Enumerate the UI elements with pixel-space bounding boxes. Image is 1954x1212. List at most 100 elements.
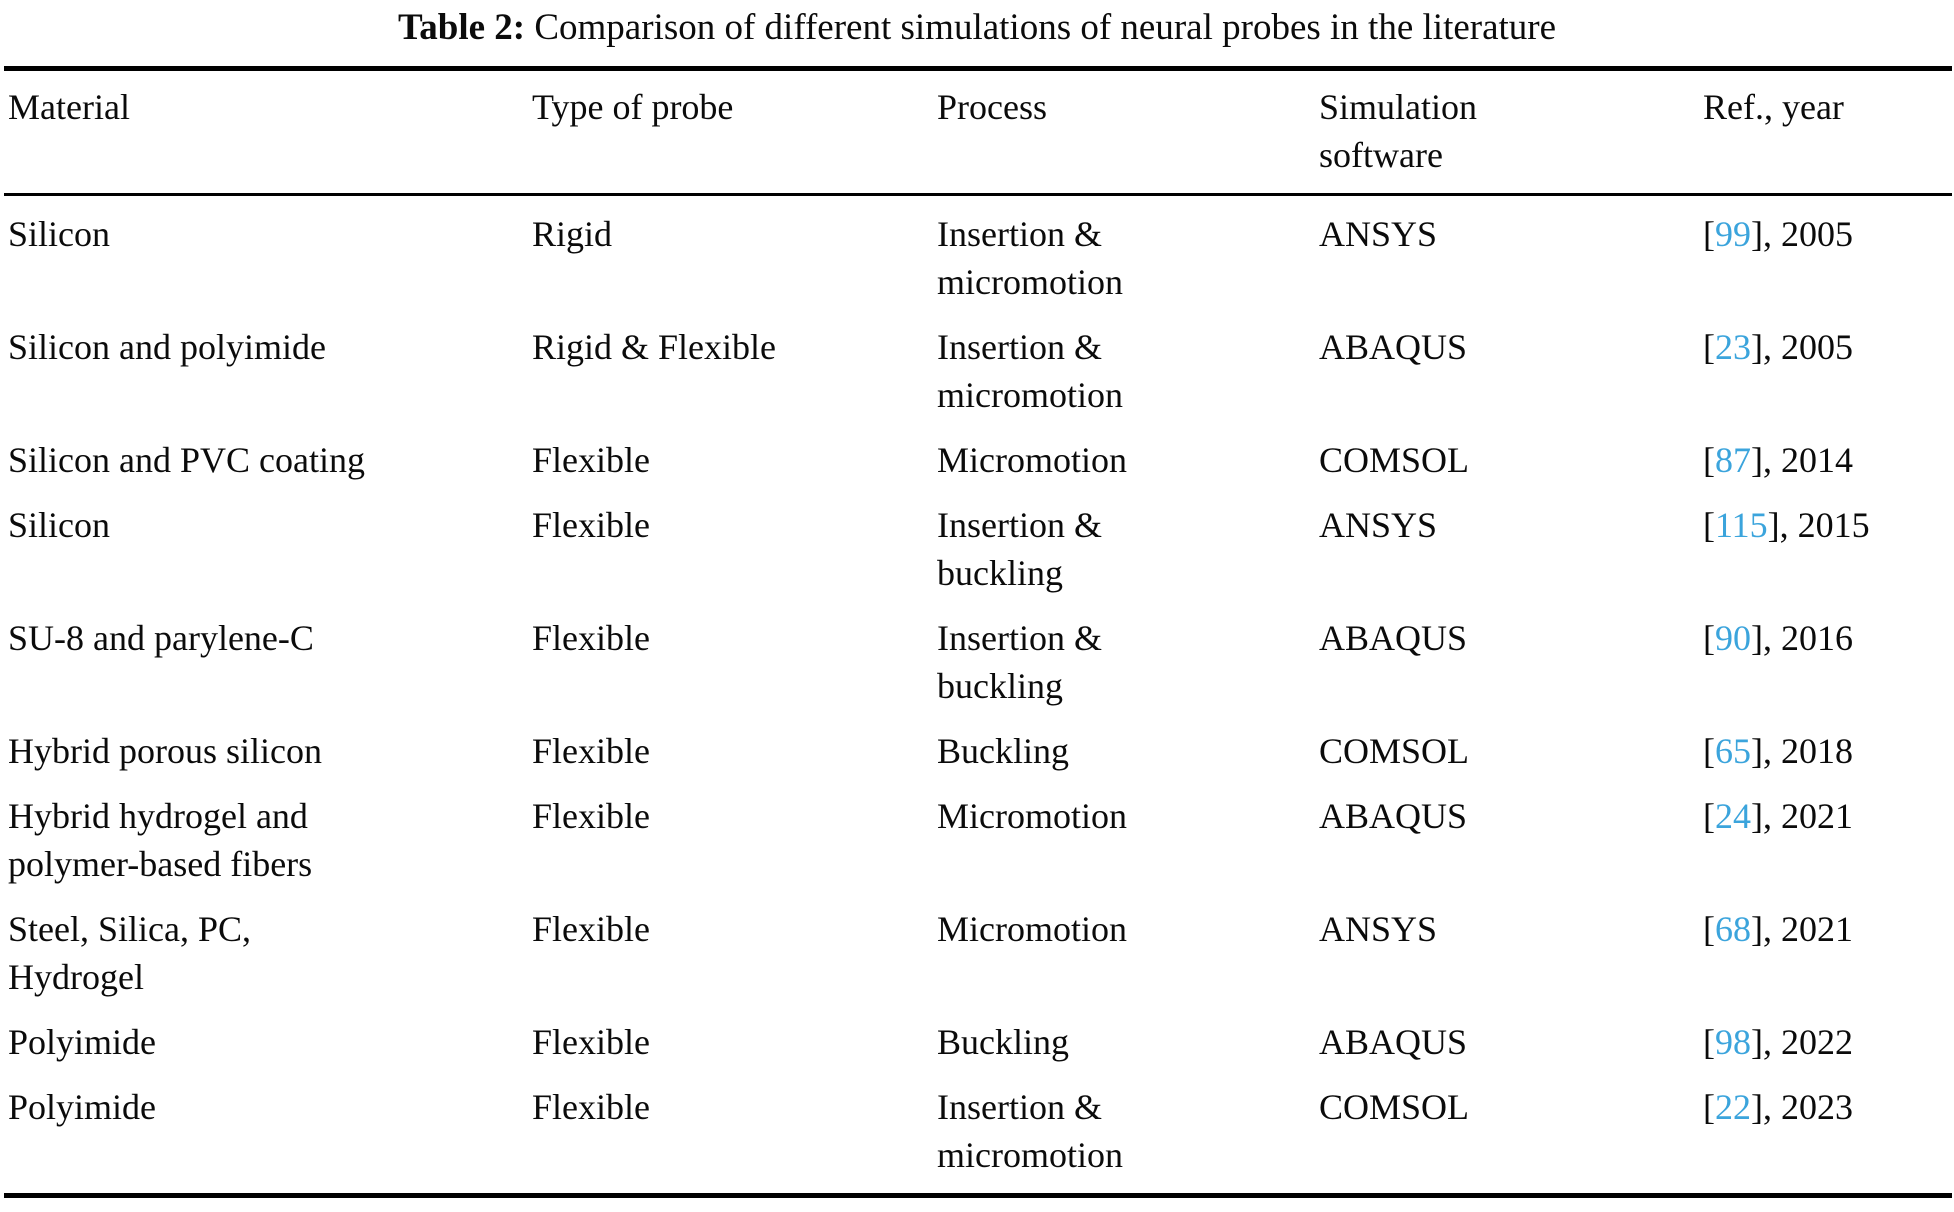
ref-close-bracket: ], [1767,505,1798,545]
ref-open-bracket: [ [1703,440,1715,480]
col-header-ref-year: Ref., year [1699,68,1952,196]
cell-ref-year: [98], 2022 [1699,1010,1952,1075]
cell-material: Hybrid hydrogel and polymer-based fibers [8,796,313,884]
cell-type-of-probe: Flexible [532,505,650,545]
table-row: Steel, Silica, PC, Hydrogel Flexible Mic… [4,897,1952,1010]
cell-ref-year: [99], 2005 [1699,195,1952,316]
ref-open-bracket: [ [1703,1022,1715,1062]
ref-open-bracket: [ [1703,327,1715,367]
cell-process: Insertion & buckling [937,618,1102,706]
cell-process: Micromotion [937,440,1127,480]
ref-citation-link[interactable]: 65 [1715,731,1751,771]
ref-year: 2005 [1781,214,1853,254]
ref-citation-link[interactable]: 23 [1715,327,1751,367]
cell-ref-year: [115], 2015 [1699,493,1952,606]
cell-ref-year: [23], 2005 [1699,315,1952,428]
ref-citation-link[interactable]: 115 [1715,505,1768,545]
ref-close-bracket: ], [1751,618,1781,658]
ref-year: 2021 [1781,796,1853,836]
cell-process: Buckling [937,1022,1069,1062]
cell-ref-year: [65], 2018 [1699,719,1952,784]
table-row: Silicon Flexible Insertion & buckling AN… [4,493,1952,606]
cell-simulation-software: COMSOL [1319,1087,1470,1127]
cell-type-of-probe: Flexible [532,796,650,836]
ref-open-bracket: [ [1703,796,1715,836]
cell-process: Insertion & micromotion [937,214,1123,302]
cell-material: Silicon [8,505,111,545]
ref-close-bracket: ], [1751,731,1781,771]
cell-material: Silicon and polyimide [8,327,326,367]
ref-year: 2023 [1781,1087,1853,1127]
cell-material: Silicon [8,214,111,254]
cell-material: Hybrid porous silicon [8,731,322,771]
table-caption: Table 2: Comparison of different simulat… [0,4,1954,52]
cell-material: Polyimide [8,1087,157,1127]
ref-close-bracket: ], [1751,796,1781,836]
col-header-process: Process [933,68,1315,196]
ref-open-bracket: [ [1703,1087,1715,1127]
table-row: Hybrid porous silicon Flexible Buckling … [4,719,1952,784]
cell-ref-year: [87], 2014 [1699,428,1952,493]
cell-ref-year: [22], 2023 [1699,1075,1952,1196]
header-row: Material Type of probe Process Simulatio… [4,68,1952,196]
ref-year: 2021 [1781,909,1853,949]
cell-simulation-software: ABAQUS [1319,618,1468,658]
col-header-simulation-software: Simulation software [1315,68,1699,196]
cell-simulation-software: ABAQUS [1319,327,1468,367]
ref-open-bracket: [ [1703,505,1715,545]
cell-type-of-probe: Flexible [532,731,650,771]
ref-close-bracket: ], [1751,440,1781,480]
table-row: SU-8 and parylene-C Flexible Insertion &… [4,606,1952,719]
col-header-material: Material [4,68,528,196]
table-row: Polyimide Flexible Insertion & micromoti… [4,1075,1952,1196]
table-row: Silicon Rigid Insertion & micromotion AN… [4,195,1952,316]
ref-citation-link[interactable]: 99 [1715,214,1751,254]
ref-citation-link[interactable]: 22 [1715,1087,1751,1127]
cell-material: Polyimide [8,1022,157,1062]
cell-simulation-software: ABAQUS [1319,1022,1468,1062]
cell-process: Insertion & micromotion [937,327,1123,415]
cell-simulation-software: ANSYS [1319,505,1438,545]
ref-close-bracket: ], [1751,327,1781,367]
cell-type-of-probe: Rigid & Flexible [532,327,777,367]
cell-ref-year: [68], 2021 [1699,897,1952,1010]
cell-type-of-probe: Flexible [532,1087,650,1127]
cell-type-of-probe: Flexible [532,1022,650,1062]
cell-simulation-software: COMSOL [1319,440,1470,480]
cell-process: Insertion & buckling [937,505,1102,593]
cell-ref-year: [24], 2021 [1699,784,1952,897]
cell-process: Micromotion [937,796,1127,836]
ref-citation-link[interactable]: 87 [1715,440,1751,480]
cell-material: SU-8 and parylene-C [8,618,314,658]
ref-open-bracket: [ [1703,909,1715,949]
cell-type-of-probe: Flexible [532,618,650,658]
cell-process: Insertion & micromotion [937,1087,1123,1175]
cell-type-of-probe: Flexible [532,440,650,480]
cell-process: Micromotion [937,909,1127,949]
table-caption-text: Comparison of different simulations of n… [534,7,1557,48]
ref-close-bracket: ], [1751,1087,1781,1127]
ref-citation-link[interactable]: 68 [1715,909,1751,949]
cell-simulation-software: COMSOL [1319,731,1470,771]
cell-process: Buckling [937,731,1069,771]
ref-year: 2005 [1781,327,1853,367]
ref-year: 2014 [1781,440,1853,480]
ref-citation-link[interactable]: 98 [1715,1022,1751,1062]
ref-year: 2018 [1781,731,1853,771]
table-row: Silicon and PVC coating Flexible Micromo… [4,428,1952,493]
cell-simulation-software: ANSYS [1319,214,1438,254]
ref-year: 2015 [1797,505,1870,545]
ref-citation-link[interactable]: 90 [1715,618,1751,658]
ref-open-bracket: [ [1703,731,1715,771]
comparison-table: Material Type of probe Process Simulatio… [4,66,1952,1198]
cell-type-of-probe: Flexible [532,909,650,949]
table-caption-label: Table 2: [397,7,526,48]
cell-ref-year: [90], 2016 [1699,606,1952,719]
ref-open-bracket: [ [1703,618,1715,658]
table-row: Silicon and polyimide Rigid & Flexible I… [4,315,1952,428]
ref-close-bracket: ], [1751,214,1781,254]
table-row: Polyimide Flexible Buckling ABAQUS [98],… [4,1010,1952,1075]
table-row: Hybrid hydrogel and polymer-based fibers… [4,784,1952,897]
ref-citation-link[interactable]: 24 [1715,796,1751,836]
